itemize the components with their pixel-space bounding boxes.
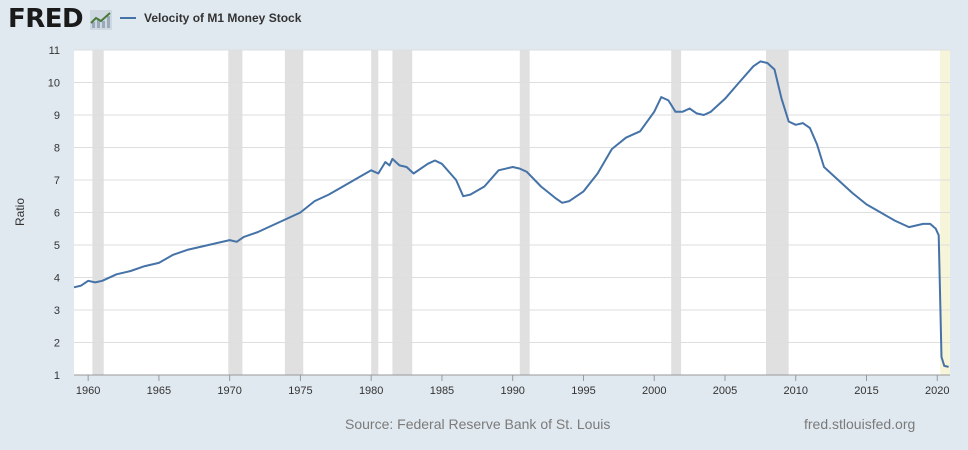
- y-tick-label-7: 7: [54, 175, 60, 187]
- fred-logo: FRED: [8, 4, 84, 34]
- gridlines: [74, 49, 950, 376]
- x-tick-label-1980: 1980: [359, 385, 383, 397]
- x-tick-label-2005: 2005: [713, 385, 737, 397]
- chart-header: FRED Velocity of M1 Money Stock: [0, 0, 968, 42]
- x-tick-label-2020: 2020: [925, 385, 949, 397]
- legend-series-label: Velocity of M1 Money Stock: [144, 11, 302, 25]
- x-axis: 1960 1965 1970 1975 1980 1985 1990 1995 2000 2005…: [74, 374, 950, 397]
- legend-swatch: [120, 17, 136, 19]
- y-tick-label-2: 2: [54, 338, 60, 350]
- x-tick-label-1965: 1965: [147, 385, 171, 397]
- y-tick-label-1: 1: [54, 370, 60, 382]
- source-text: Source: Federal Reserve Bank of St. Loui…: [345, 416, 611, 432]
- series-layer: [73, 60, 949, 368]
- y-tick-label-5: 5: [54, 240, 60, 252]
- x-tick-label-2015: 2015: [854, 385, 878, 397]
- x-tick-label-1960: 1960: [76, 385, 100, 397]
- x-tick-label-2000: 2000: [642, 385, 666, 397]
- y-tick-label-10: 10: [48, 78, 60, 90]
- x-tick-label-1975: 1975: [288, 385, 312, 397]
- x-tick-label-2010: 2010: [784, 385, 808, 397]
- source-url[interactable]: fred.stlouisfed.org: [804, 416, 916, 432]
- y-tick-label-6: 6: [54, 208, 60, 220]
- y-tick-label-8: 8: [54, 143, 60, 155]
- y-axis-label: Ratio: [13, 198, 27, 226]
- x-tick-label-1970: 1970: [217, 385, 241, 397]
- y-tick-label-3: 3: [54, 305, 60, 317]
- y-tick-label-9: 9: [54, 110, 60, 122]
- x-tick-label-1990: 1990: [500, 385, 524, 397]
- x-tick-label-1995: 1995: [571, 385, 595, 397]
- y-axis: 1 2 3 4 5 6 7 8 9 10 11: [48, 45, 60, 382]
- chart-legend[interactable]: Velocity of M1 Money Stock: [120, 11, 301, 25]
- y-tick-label-11: 11: [49, 45, 60, 57]
- trend-chart-icon: [90, 10, 112, 30]
- series-line-0: [73, 60, 949, 368]
- y-tick-label-4: 4: [54, 273, 60, 285]
- x-tick-label-1985: 1985: [430, 385, 454, 397]
